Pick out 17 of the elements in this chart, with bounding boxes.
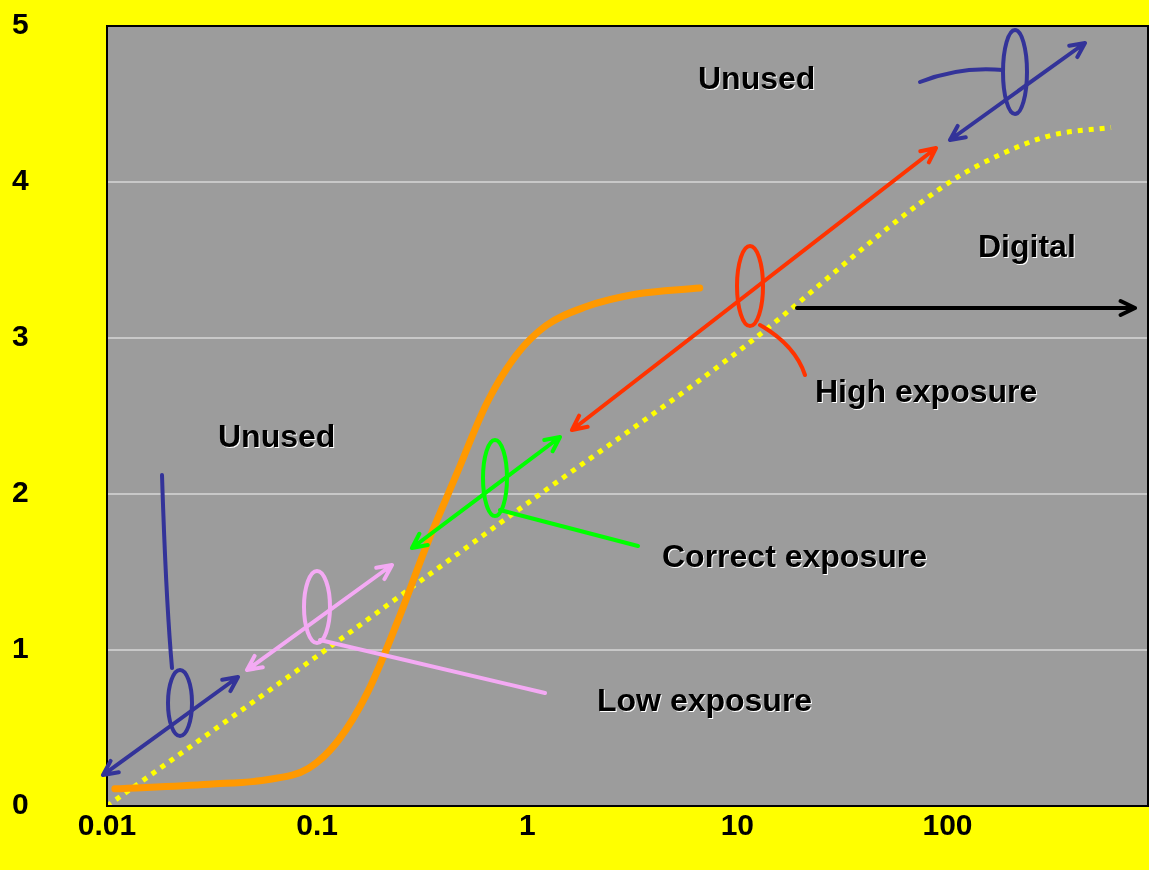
x-tick-label: 1 [518,808,536,842]
x-tick-label: 0.01 [77,808,137,842]
annotation: Digital [978,228,1076,265]
x-tick-label: 10 [720,808,755,842]
annotation: Unused [218,418,336,455]
x-tick-label: 0.1 [296,808,338,842]
y-tick-label: 5 [12,7,29,41]
annotation: Correct exposure [662,538,927,575]
y-tick-label: 2 [12,475,29,509]
y-tick-label: 1 [12,631,29,665]
y-tick-label: 0 [12,787,29,821]
annotation: High exposure [815,373,1038,410]
y-tick-label: 3 [12,319,29,353]
annotation: Low exposure [597,682,813,719]
x-tick-label: 100 [922,808,973,842]
annotation: Unused [698,60,816,97]
y-tick-label: 4 [12,163,29,197]
